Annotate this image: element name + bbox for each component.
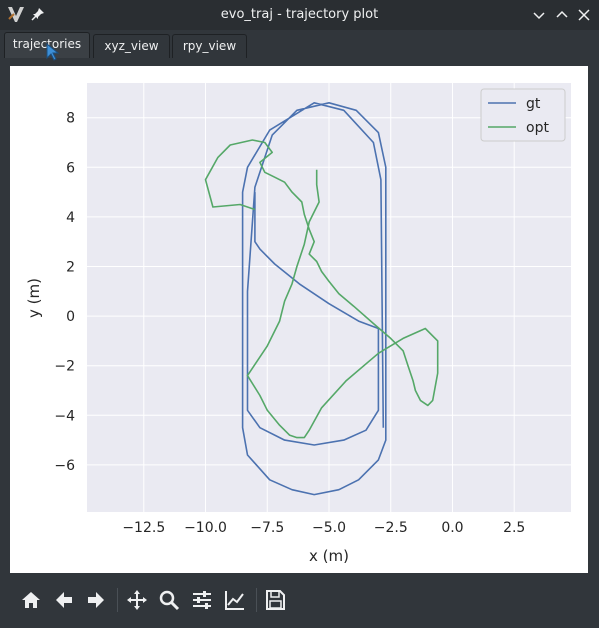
pin-icon[interactable] [31, 7, 45, 21]
series-line-opt [204, 139, 439, 439]
x-tick-label: 2.5 [503, 520, 525, 536]
y-tick-label: 2 [66, 260, 75, 276]
zoom-icon[interactable] [158, 589, 180, 611]
y-tick-label: −2 [54, 359, 75, 375]
configure-subplots-icon[interactable] [191, 589, 213, 611]
y-tick-label: −4 [54, 408, 75, 424]
y-axis-label: y (m) [25, 278, 43, 318]
home-icon[interactable] [20, 589, 42, 611]
x-tick-label: 0.0 [441, 520, 463, 536]
plot-canvas[interactable]: −12.5 −10.0 −7.5 −5.0 −2.5 0.0 2.5 −6 −4 −2 0 2 4 6 8… [10, 66, 588, 573]
y-tick-label: 8 [66, 111, 75, 127]
x-tick-label: −12.5 [122, 520, 165, 536]
forward-arrow-icon[interactable] [85, 589, 107, 611]
minimize-icon[interactable] [532, 8, 546, 22]
legend-box [480, 88, 566, 142]
save-icon[interactable] [264, 589, 286, 611]
series-lines [204, 101, 439, 496]
y-tick-label: 6 [66, 160, 75, 176]
tab-rpy-view[interactable]: rpy_view [172, 34, 247, 58]
legend-label-gt: gt [526, 96, 541, 112]
x-tick-label: −5.0 [312, 520, 346, 536]
y-tick-labels: −6 −4 −2 0 2 4 6 8 [54, 111, 75, 474]
legend-label-opt: opt [526, 120, 549, 136]
toolbar-separator [256, 588, 257, 612]
x-axis-label: x (m) [309, 547, 349, 565]
maximize-icon[interactable] [555, 8, 569, 22]
pan-icon[interactable] [126, 589, 148, 611]
legend: gt opt [480, 88, 566, 142]
x-tick-label: −7.5 [250, 520, 284, 536]
y-tick-label: 0 [66, 309, 75, 325]
x-tick-label: −2.5 [374, 520, 408, 536]
window-title: evo_traj - trajectory plot [220, 7, 379, 22]
tab-bar: trajectories xyz_view rpy_view [0, 30, 599, 58]
navigation-toolbar [0, 578, 599, 622]
edit-axis-icon[interactable] [224, 589, 246, 611]
trajectory-chart: −12.5 −10.0 −7.5 −5.0 −2.5 0.0 2.5 −6 −4 −2 0 2 4 6 8… [25, 83, 571, 565]
close-icon[interactable] [577, 8, 591, 22]
title-bar: evo_traj - trajectory plot [0, 0, 599, 30]
y-tick-label: 4 [66, 210, 75, 226]
app-icon [8, 7, 24, 22]
mouse-cursor-icon [46, 43, 60, 61]
toolbar-separator [117, 588, 118, 612]
back-arrow-icon[interactable] [53, 589, 75, 611]
y-tick-label: −6 [54, 458, 75, 474]
grid-lines [87, 83, 571, 512]
x-tick-labels: −12.5 −10.0 −7.5 −5.0 −2.5 0.0 2.5 [122, 520, 525, 536]
tab-xyz-view[interactable]: xyz_view [93, 34, 170, 58]
x-tick-label: −10.0 [184, 520, 227, 536]
